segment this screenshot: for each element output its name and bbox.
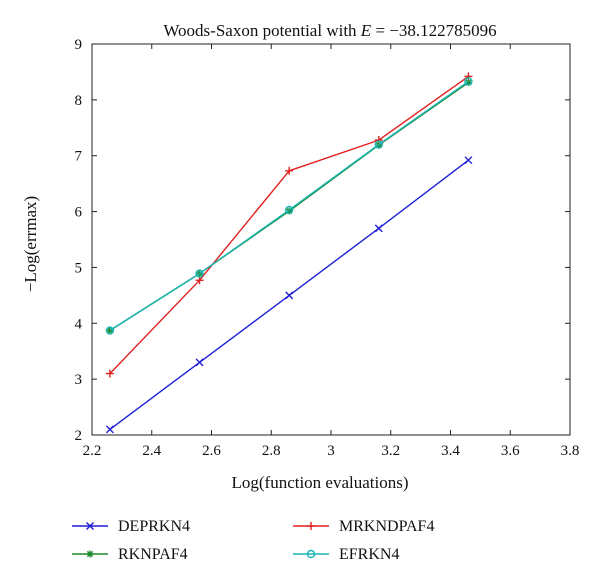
data-point [285,166,294,175]
series-deprkn4 [105,156,473,434]
legend-item-efrkn4: EFRKN4 [293,546,399,563]
y-axis-label: −Log(errmax) [21,196,40,292]
y-tick-label: 5 [75,260,83,276]
legend-label: DEPRKN4 [118,518,190,535]
data-point [374,140,383,149]
y-tick-label: 8 [75,93,83,109]
legend: DEPRKN4 MRKNDPAF4 RKNPAF4 EFRKN4 [72,518,434,563]
y-tick-label: 9 [75,37,83,53]
series-line [109,80,469,332]
legend-marker [86,522,94,530]
legend-label: MRKNDPAF4 [339,518,434,535]
legend-item-rknpaf4: RKNPAF4 [72,546,188,563]
data-point [105,326,115,335]
y-tick-label: 4 [75,316,83,332]
y-tick-label: 7 [75,149,83,165]
series-mrkndpaf4 [105,72,473,378]
axis-ticks: 2.2 2.4 2.6 2.8 3 3.2 3.4 3.6 3.8 2 3 4 5 6 7 8 9 [75,37,580,459]
legend-label: RKNPAF4 [118,546,188,563]
x-tick-label: 2.2 [83,443,102,459]
data-point [284,205,294,215]
legend-label: EFRKN4 [339,546,399,563]
y-tick-label: 6 [75,205,83,221]
series-efrkn4 [105,77,473,335]
x-tick-label: 2.8 [262,443,281,459]
x-tick-label: 3 [327,443,335,459]
x-tick-label: 3.2 [381,443,400,459]
series-group [105,72,473,434]
data-point [195,358,204,367]
data-point [464,156,473,165]
legend-item-deprkn4: DEPRKN4 [72,518,190,535]
x-axis-label: Log(function evaluations) [231,473,408,492]
x-tick-label: 3.8 [561,443,580,459]
legend-marker [86,550,94,558]
legend-marker [306,549,316,559]
data-point [464,77,473,86]
data-point [285,291,294,300]
data-point [195,269,204,278]
x-tick-label: 2.4 [142,443,161,459]
x-tick-label: 3.6 [501,443,520,459]
title-variable: E [360,21,372,40]
y-tick-label: 3 [75,372,83,388]
chart-title: Woods-Saxon potential with E = −38.12278… [163,21,496,40]
x-tick-label: 2.6 [202,443,221,459]
legend-item-mrkndpaf4: MRKNDPAF4 [293,518,434,535]
data-point [374,224,383,233]
data-point [105,425,114,434]
legend-marker [307,522,315,530]
data-point [105,369,114,378]
title-suffix: = −38.122785096 [371,21,496,40]
y-tick-label: 2 [75,428,83,444]
x-tick-label: 3.4 [441,443,460,459]
title-prefix: Woods-Saxon potential with [163,21,360,40]
